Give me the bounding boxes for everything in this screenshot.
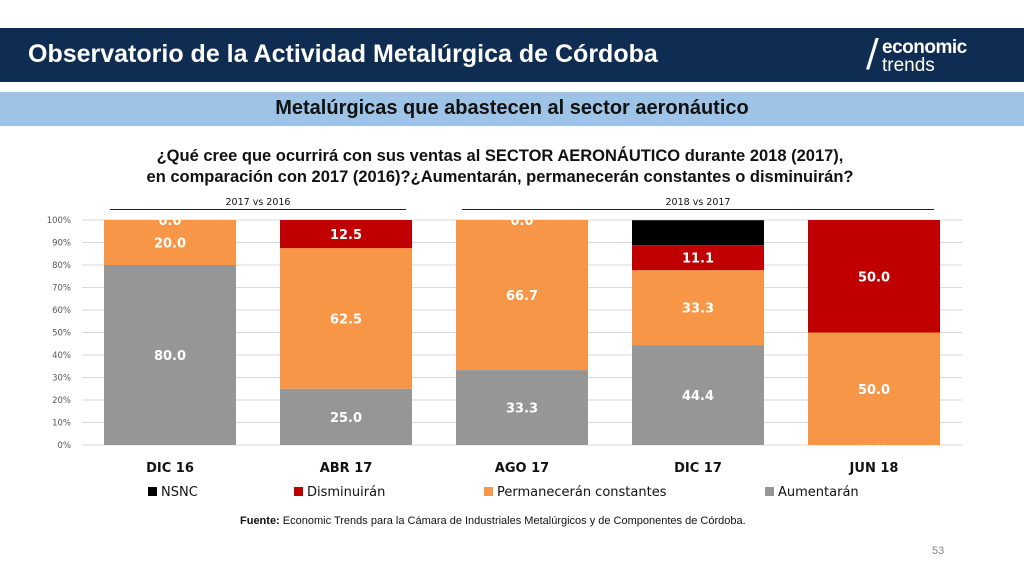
data-label: 33.3 xyxy=(506,402,538,417)
legend-label: Aumentarán xyxy=(778,485,859,500)
data-label: 50.0 xyxy=(858,270,890,285)
source-label: Fuente: xyxy=(240,515,280,527)
x-category-label: DIC 17 xyxy=(674,461,722,476)
x-category-label: ABR 17 xyxy=(320,461,373,476)
legend-label: Permanecerán constantes xyxy=(497,485,667,500)
data-label: 0.0 xyxy=(510,214,533,229)
section-title: Metalúrgicas que abastecen al sector aer… xyxy=(275,97,749,119)
bar-segment xyxy=(104,265,236,445)
legend-swatch xyxy=(765,487,774,496)
y-tick-label: 0% xyxy=(58,441,72,451)
y-tick-label: 40% xyxy=(52,351,71,361)
bar-segment xyxy=(104,220,236,265)
header-bar: Observatorio de la Actividad Metalúrgica… xyxy=(0,28,1024,82)
data-label: 25.0 xyxy=(330,411,362,426)
y-tick-label: 60% xyxy=(52,306,71,316)
bar-segment xyxy=(280,388,412,445)
logo-text-bottom: trends xyxy=(882,55,935,76)
y-tick-label: 50% xyxy=(52,329,71,339)
data-label: 62.5 xyxy=(330,312,362,327)
legend-swatch xyxy=(148,487,157,496)
legend-label: Disminuirán xyxy=(307,485,385,500)
source-text: Economic Trends para la Cámara de Indust… xyxy=(279,515,746,527)
x-category-label: JUN 18 xyxy=(849,461,899,476)
data-label: 20.0 xyxy=(154,237,186,252)
bar-segment xyxy=(456,220,588,371)
x-category-label: DIC 16 xyxy=(146,461,194,476)
y-tick-label: 20% xyxy=(52,396,71,406)
legend-swatch xyxy=(484,487,493,496)
bar-segment xyxy=(632,345,764,445)
y-tick-label: 90% xyxy=(52,239,71,249)
bar-segment xyxy=(632,270,764,346)
data-label: 66.7 xyxy=(506,289,538,304)
page-title: Observatorio de la Actividad Metalúrgica… xyxy=(28,40,658,68)
y-tick-label: 70% xyxy=(52,284,71,294)
economic-trends-logo: / economic trends xyxy=(866,31,1006,76)
question-line-2: en comparación con 2017 (2016)?¿Aumentar… xyxy=(146,168,854,186)
logo-text-top: economic xyxy=(882,37,967,58)
data-label: 80.0 xyxy=(154,349,186,364)
x-category-label: AGO 17 xyxy=(495,461,549,476)
y-tick-label: 30% xyxy=(52,374,71,384)
bar-segment xyxy=(456,370,588,445)
page-number: 53 xyxy=(932,545,945,557)
legend-label: NSNC xyxy=(161,485,198,500)
group-label: 2017 vs 2016 xyxy=(226,197,291,208)
y-tick-label: 80% xyxy=(52,261,71,271)
bar-segment xyxy=(280,248,412,389)
data-label: 50.0 xyxy=(858,383,890,398)
survey-question: ¿Qué cree que ocurrirá con sus ventas al… xyxy=(0,146,1000,188)
data-label: 12.5 xyxy=(330,228,362,243)
question-line-1: ¿Qué cree que ocurrirá con sus ventas al… xyxy=(156,147,844,165)
data-label: 33.3 xyxy=(682,302,714,317)
bar-segment xyxy=(632,245,764,271)
y-tick-label: 100% xyxy=(47,216,71,226)
group-label: 2018 vs 2017 xyxy=(666,197,731,208)
logo-slash: / xyxy=(866,31,879,75)
bar-segment xyxy=(808,332,940,445)
data-label: 44.4 xyxy=(682,389,714,404)
source-note: Fuente: Economic Trends para la Cámara d… xyxy=(240,515,746,527)
bar-segment xyxy=(632,220,764,246)
bar-segment xyxy=(280,220,412,249)
y-tick-label: 10% xyxy=(52,419,71,429)
section-banner: Metalúrgicas que abastecen al sector aer… xyxy=(0,92,1024,126)
legend-swatch xyxy=(294,487,303,496)
bar-segment xyxy=(808,220,940,333)
data-label: 11.1 xyxy=(682,252,714,267)
data-label: 0.0 xyxy=(158,214,181,229)
